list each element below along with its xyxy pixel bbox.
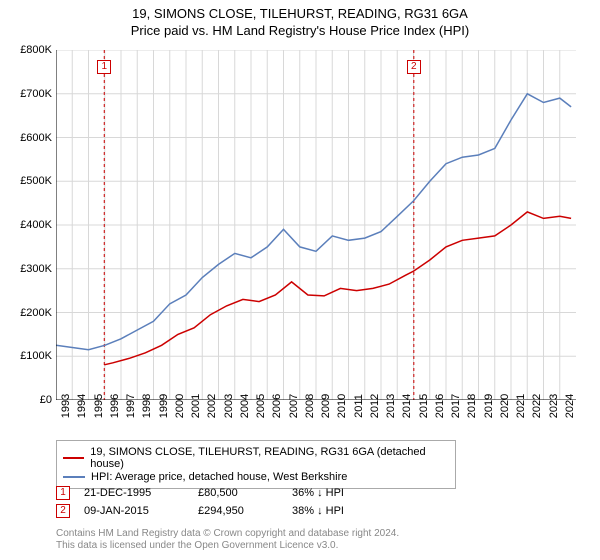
y-tick-label: £700K (20, 88, 52, 100)
x-tick-label: 2024 (564, 394, 576, 418)
x-tick-label: 2019 (483, 394, 495, 418)
x-tick-label: 1993 (60, 394, 72, 418)
footer-line-1: Contains HM Land Registry data © Crown c… (56, 528, 576, 540)
x-tick-label: 2004 (239, 394, 251, 418)
footer-attribution: Contains HM Land Registry data © Crown c… (56, 528, 576, 552)
x-tick-label: 2023 (548, 394, 560, 418)
y-tick-label: £100K (20, 350, 52, 362)
x-tick-label: 2002 (206, 394, 218, 418)
x-tick-label: 2008 (304, 394, 316, 418)
title-line-1: 19, SIMONS CLOSE, TILEHURST, READING, RG… (0, 6, 600, 23)
x-tick-label: 2007 (288, 394, 300, 418)
x-tick-label: 2013 (385, 394, 397, 418)
x-tick-label: 2017 (450, 394, 462, 418)
x-tick-label: 2020 (499, 394, 511, 418)
x-tick-label: 2015 (418, 394, 430, 418)
legend-swatch (63, 476, 85, 478)
x-tick-label: 1995 (93, 394, 105, 418)
x-tick-label: 1999 (158, 394, 170, 418)
legend-label: 19, SIMONS CLOSE, TILEHURST, READING, RG… (90, 446, 449, 470)
event-marker: 2 (407, 60, 421, 74)
event-diff: 38% ↓ HPI (292, 505, 372, 517)
event-marker: 1 (97, 60, 111, 74)
x-tick-label: 2000 (174, 394, 186, 418)
y-tick-label: £0 (40, 394, 52, 406)
y-tick-label: £600K (20, 132, 52, 144)
y-tick-label: £500K (20, 175, 52, 187)
event-row: 1 21-DEC-1995 £80,500 36% ↓ HPI (56, 486, 576, 500)
x-tick-label: 1994 (76, 394, 88, 418)
chart-title: 19, SIMONS CLOSE, TILEHURST, READING, RG… (0, 0, 600, 40)
event-price: £80,500 (198, 487, 278, 499)
y-tick-label: £200K (20, 307, 52, 319)
x-tick-label: 2021 (515, 394, 527, 418)
x-tick-label: 2014 (401, 394, 413, 418)
event-row: 2 09-JAN-2015 £294,950 38% ↓ HPI (56, 504, 576, 518)
event-diff: 36% ↓ HPI (292, 487, 372, 499)
x-tick-label: 2022 (531, 394, 543, 418)
legend-swatch (63, 457, 84, 459)
event-marker-badge: 2 (56, 504, 70, 518)
y-tick-label: £800K (20, 44, 52, 56)
event-date: 09-JAN-2015 (84, 505, 184, 517)
x-tick-label: 2003 (223, 394, 235, 418)
x-tick-label: 1997 (125, 394, 137, 418)
x-tick-label: 2005 (255, 394, 267, 418)
footer-line-2: This data is licensed under the Open Gov… (56, 540, 576, 552)
x-tick-label: 2010 (336, 394, 348, 418)
event-list: 1 21-DEC-1995 £80,500 36% ↓ HPI 2 09-JAN-2015… (56, 482, 576, 522)
x-tick-label: 2012 (369, 394, 381, 418)
event-date: 21-DEC-1995 (84, 487, 184, 499)
event-marker-badge: 1 (56, 486, 70, 500)
x-tick-label: 2016 (434, 394, 446, 418)
x-tick-label: 1996 (109, 394, 121, 418)
x-axis: 1993199419951996199719981999200020012002… (56, 400, 576, 440)
legend-item: 19, SIMONS CLOSE, TILEHURST, READING, RG… (63, 446, 449, 470)
plot-area: 12 (56, 50, 576, 400)
title-line-2: Price paid vs. HM Land Registry's House … (0, 23, 600, 40)
y-tick-label: £300K (20, 263, 52, 275)
x-tick-label: 2001 (190, 394, 202, 418)
x-tick-label: 2018 (466, 394, 478, 418)
y-tick-label: £400K (20, 219, 52, 231)
x-tick-label: 1998 (141, 394, 153, 418)
x-tick-label: 2009 (320, 394, 332, 418)
y-axis: £0£100K£200K£300K£400K£500K£600K£700K£80… (0, 50, 56, 400)
chart-svg (56, 50, 576, 400)
x-tick-label: 2011 (353, 394, 365, 418)
event-price: £294,950 (198, 505, 278, 517)
x-tick-label: 2006 (271, 394, 283, 418)
chart-container: 19, SIMONS CLOSE, TILEHURST, READING, RG… (0, 0, 600, 560)
